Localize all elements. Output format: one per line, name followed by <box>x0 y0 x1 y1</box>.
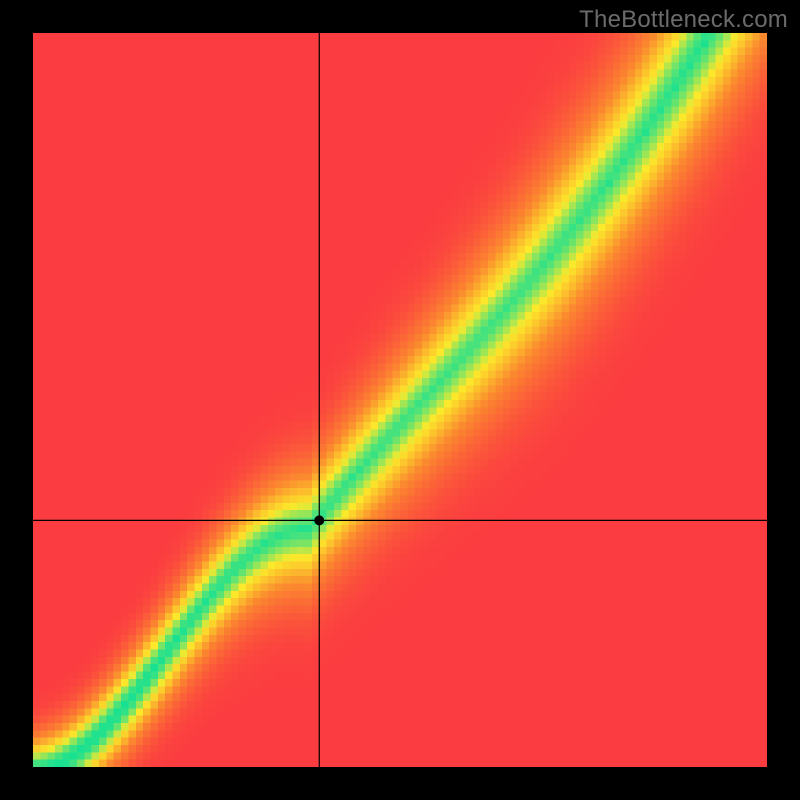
watermark-label: TheBottleneck.com <box>579 6 788 34</box>
heatmap-canvas <box>33 33 767 767</box>
figure-stage: TheBottleneck.com <box>0 0 800 800</box>
